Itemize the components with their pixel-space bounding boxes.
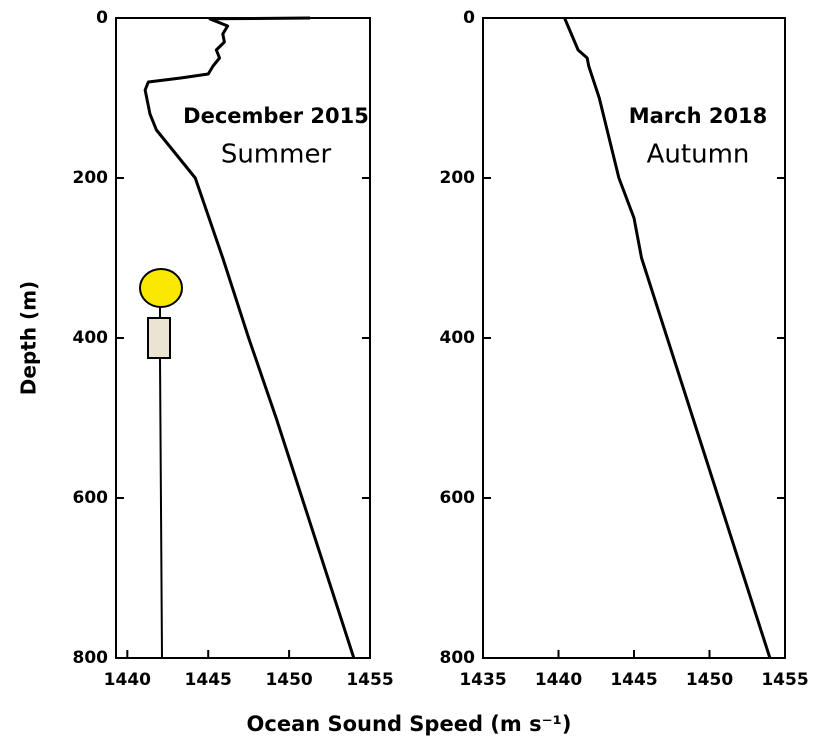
y-tick-label: 0 <box>96 8 108 28</box>
panel-subtitle: Summer <box>221 140 332 170</box>
y-tick-label: 200 <box>440 168 476 188</box>
y-tick-label: 600 <box>440 488 476 508</box>
profile-line <box>563 17 772 659</box>
y-axis-label: Depth (m) <box>17 281 41 395</box>
y-tick-label: 600 <box>73 488 109 508</box>
x-tick-label: 1440 <box>535 670 582 690</box>
y-tick-label: 400 <box>440 328 476 348</box>
profile-line <box>143 16 356 659</box>
y-tick-label: 0 <box>463 8 475 28</box>
x-tick-label: 1455 <box>346 670 393 690</box>
y-tick-label: 800 <box>440 648 476 668</box>
panel-title: March 2018 <box>629 104 768 128</box>
x-tick-label: 1450 <box>686 670 733 690</box>
mooring-line <box>159 357 163 659</box>
x-tick-label: 1440 <box>104 670 151 690</box>
instrument <box>147 317 171 359</box>
panel-title: December 2015 <box>183 104 369 128</box>
x-tick-label: 1435 <box>459 670 506 690</box>
y-tick-label: 200 <box>73 168 109 188</box>
mooring <box>139 268 183 659</box>
y-tick-label: 800 <box>73 648 109 668</box>
float <box>139 268 183 308</box>
x-tick-label: 1450 <box>265 670 312 690</box>
y-tick-label: 400 <box>73 328 109 348</box>
x-tick-label: 1455 <box>761 670 808 690</box>
x-axis-label: Ocean Sound Speed (m s⁻¹) <box>247 712 572 736</box>
panel-subtitle: Autumn <box>647 140 750 170</box>
x-tick-label: 1445 <box>610 670 657 690</box>
x-tick-label: 1445 <box>185 670 232 690</box>
